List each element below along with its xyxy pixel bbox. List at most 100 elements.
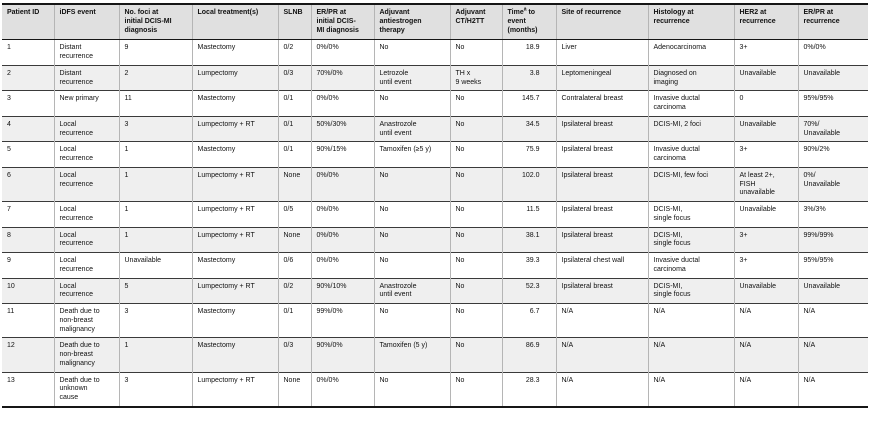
cell-erpr_recurrence: 3%/3% [797, 201, 868, 227]
column-header-patient_id: Patient ID [2, 4, 54, 41]
cell-time_to_event: 86.9 [501, 337, 556, 372]
cell-her2: 3+ [733, 141, 798, 168]
cell-time_to_event: 3.8 [501, 65, 556, 91]
cell-her2: Unavailable [733, 278, 798, 304]
table-row-patient-1: 1 Distant recurrence 9 Mastectomy 0/2 0%/0% No… [2, 39, 868, 66]
cell-foci: 1 [118, 227, 192, 253]
cell-site: Ipsilateral breast [555, 141, 648, 168]
cell-time_to_event: 75.9 [501, 141, 556, 168]
cell-erpr_initial: 90%/0% [310, 337, 374, 372]
cell-local_treatment: Lumpectomy + RT [191, 116, 278, 142]
cell-foci: 3 [118, 372, 192, 407]
cell-local_treatment: Lumpectomy + RT [191, 167, 278, 202]
cell-erpr_recurrence: 0%/ Unavailable [797, 167, 868, 202]
cell-histology: DCIS-MI, single focus [647, 201, 734, 227]
cell-patient_id: 12 [7, 342, 15, 350]
cell-erpr_initial: 0%/0% [310, 39, 374, 66]
cell-erpr_initial: 99%/0% [310, 303, 374, 338]
cell-antiestrogen: No [373, 252, 450, 278]
table-row-patient-13: 13 Death due to unknown cause 3 Lumpectomy … [2, 372, 868, 407]
cell-erpr_recurrence: 95%/95% [797, 90, 868, 117]
cell-her2: N/A [733, 303, 798, 338]
cell-local_treatment: Mastectomy [191, 337, 278, 372]
cell-histology: N/A [647, 337, 734, 372]
cell-ct_h2tt: No [449, 116, 502, 142]
cell-patient_id: 13 [7, 376, 15, 384]
cell-histology: Diagnosed on imaging [647, 65, 734, 91]
cell-ct_h2tt: No [449, 90, 502, 117]
cell-her2: 3+ [733, 227, 798, 253]
cell-foci: 1 [118, 201, 192, 227]
cell-slnb: None [277, 167, 311, 202]
cell-erpr_initial: 50%/30% [310, 116, 374, 142]
table-row-patient-2: 2 Distant recurrence 2 Lumpectomy 0/3 70%/0% L… [2, 65, 868, 91]
cell-slnb: None [277, 372, 311, 407]
cell-histology: Adenocarcinoma [647, 39, 734, 66]
cell-idfs_event: Local recurrence [53, 252, 119, 278]
cell-erpr_recurrence: 0%/0% [797, 39, 868, 66]
cell-idfs_event: Local recurrence [53, 167, 119, 202]
cell-local_treatment: Mastectomy [191, 303, 278, 338]
cell-erpr_recurrence: 70%/ Unavailable [797, 116, 868, 142]
column-header-slnb: SLNB [277, 4, 311, 41]
cell-histology: N/A [647, 372, 734, 407]
cell-histology: DCIS-MI, 2 foci [647, 116, 734, 142]
cell-patient_id: 3 [7, 95, 11, 103]
cell-histology: DCIS-MI, single focus [647, 278, 734, 304]
cell-slnb: 0/1 [277, 141, 311, 168]
cell-ct_h2tt: TH x 9 weeks [449, 65, 502, 91]
patient-outcomes-table: Patient ID iDFS event No. foci at initial … [2, 3, 868, 408]
cell-site: Ipsilateral breast [555, 278, 648, 304]
cell-site: Contralateral breast [555, 90, 648, 117]
cell-erpr_recurrence: N/A [797, 337, 868, 372]
cell-time_to_event: 28.3 [501, 372, 556, 407]
column-header-ct_h2tt: Adjuvant CT/H2TT [449, 4, 502, 41]
cell-ct_h2tt: No [449, 372, 502, 407]
cell-local_treatment: Mastectomy [191, 90, 278, 117]
cell-antiestrogen: Letrozole until event [373, 65, 450, 91]
cell-ct_h2tt: No [449, 303, 502, 338]
cell-local_treatment: Lumpectomy + RT [191, 372, 278, 407]
footnote-marker-a: a [523, 6, 527, 13]
cell-ct_h2tt: No [449, 278, 502, 304]
cell-her2: N/A [733, 372, 798, 407]
cell-erpr_initial: 0%/0% [310, 201, 374, 227]
cell-patient_id: 9 [7, 257, 11, 264]
cell-antiestrogen: No [373, 372, 450, 407]
cell-patient_id: 7 [7, 206, 11, 213]
table-row-patient-10: 10 Local recurrence 5 Lumpectomy + RT 0/2 90%… [2, 278, 868, 304]
cell-foci: 1 [118, 141, 192, 168]
cell-ct_h2tt: No [449, 167, 502, 202]
cell-erpr_recurrence: 99%/99% [797, 227, 868, 253]
cell-antiestrogen: No [373, 201, 450, 227]
cell-ct_h2tt: No [449, 39, 502, 66]
cell-slnb: 0/6 [277, 252, 311, 278]
column-header-antiestrogen: Adjuvant antiestrogen therapy [373, 4, 450, 41]
cell-site: N/A [555, 372, 648, 407]
cell-slnb: 0/2 [277, 278, 311, 304]
table-row-patient-6: 6 Local recurrence 1 Lumpectomy + RT None 0%/… [2, 167, 868, 202]
table-row-patient-9: 9 Local recurrence Unavailable Mastectomy 0/… [2, 252, 868, 278]
cell-site: N/A [555, 303, 648, 338]
cell-erpr_initial: 0%/0% [310, 372, 374, 407]
cell-antiestrogen: Anastrozole until event [373, 278, 450, 304]
cell-erpr_initial: 0%/0% [310, 167, 374, 202]
cell-time_to_event: 38.1 [501, 227, 556, 253]
cell-slnb: 0/5 [277, 201, 311, 227]
cell-idfs_event: Local recurrence [53, 278, 119, 304]
cell-site: Ipsilateral breast [555, 167, 648, 202]
cell-erpr_initial: 0%/0% [310, 252, 374, 278]
cell-foci: Unavailable [118, 252, 192, 278]
cell-erpr_recurrence: 95%/95% [797, 252, 868, 278]
cell-antiestrogen: No [373, 227, 450, 253]
cell-idfs_event: Death due to unknown cause [53, 372, 119, 407]
cell-foci: 9 [118, 39, 192, 66]
cell-local_treatment: Lumpectomy + RT [191, 278, 278, 304]
cell-idfs_event: Distant recurrence [53, 65, 119, 91]
cell-foci: 1 [118, 337, 192, 372]
cell-erpr_recurrence: Unavailable [797, 278, 868, 304]
cell-antiestrogen: No [373, 167, 450, 202]
cell-local_treatment: Lumpectomy + RT [191, 201, 278, 227]
table-body: 1 Distant recurrence 9 Mastectomy 0/2 0%/0% No… [2, 39, 868, 407]
cell-antiestrogen: No [373, 303, 450, 338]
